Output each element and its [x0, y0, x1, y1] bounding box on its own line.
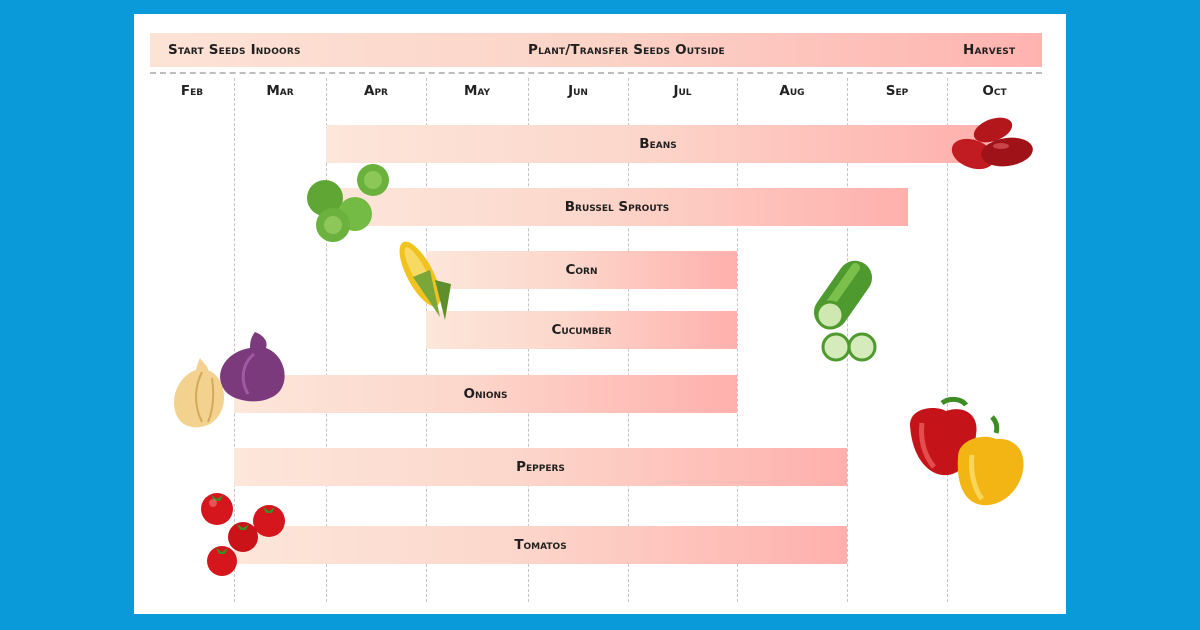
month-label-jun: Jun: [568, 83, 588, 99]
peppers-icon: [910, 396, 1024, 506]
tomatoes-icon: [201, 493, 285, 576]
month-gridline: [947, 78, 948, 602]
month-gridline: [737, 78, 738, 602]
stage-legend-band: [150, 33, 1042, 67]
bar-label-tomatos: Tomatos: [514, 537, 567, 553]
cucumber-icon: [813, 260, 877, 362]
bar-label-brussel-sprouts: Brussel Sprouts: [564, 199, 670, 215]
header-divider: [150, 72, 1042, 74]
legend-harvest: Harvest: [963, 42, 1016, 58]
month-label-feb: Feb: [180, 83, 204, 99]
month-label-aug: Aug: [779, 83, 805, 99]
month-label-jul: Jul: [673, 83, 692, 99]
month-label-may: May: [463, 83, 491, 99]
bar-beans: [326, 125, 990, 163]
month-gridline: [234, 78, 235, 602]
bar-label-corn: Corn: [565, 262, 598, 278]
month-label-sep: Sep: [885, 83, 909, 99]
month-gridline: [326, 78, 327, 602]
beans-icon: [951, 117, 1033, 170]
month-label-mar: Mar: [266, 83, 294, 99]
bar-peppers: [234, 448, 847, 486]
month-label-apr: Apr: [364, 83, 388, 99]
bar-corn: [426, 251, 737, 289]
legend-start-indoors: Start Seeds Indoors: [168, 42, 301, 58]
bar-tomatos: [234, 526, 847, 564]
bar-label-beans: Beans: [639, 136, 677, 152]
bar-onions: [234, 375, 737, 413]
bar-label-peppers: Peppers: [516, 459, 565, 475]
bar-cucumber: [426, 311, 737, 349]
onions-icon: [174, 332, 285, 428]
brussel-sprouts-icon: [307, 164, 389, 242]
bar-label-cucumber: Cucumber: [551, 322, 612, 338]
legend-plant-outside: Plant/Transfer Seeds Outside: [528, 42, 725, 58]
bar-label-onions: Onions: [463, 386, 508, 402]
bar-brussel-sprouts: [326, 188, 908, 226]
month-label-oct: Oct: [982, 83, 1007, 99]
corn-icon: [399, 241, 451, 320]
